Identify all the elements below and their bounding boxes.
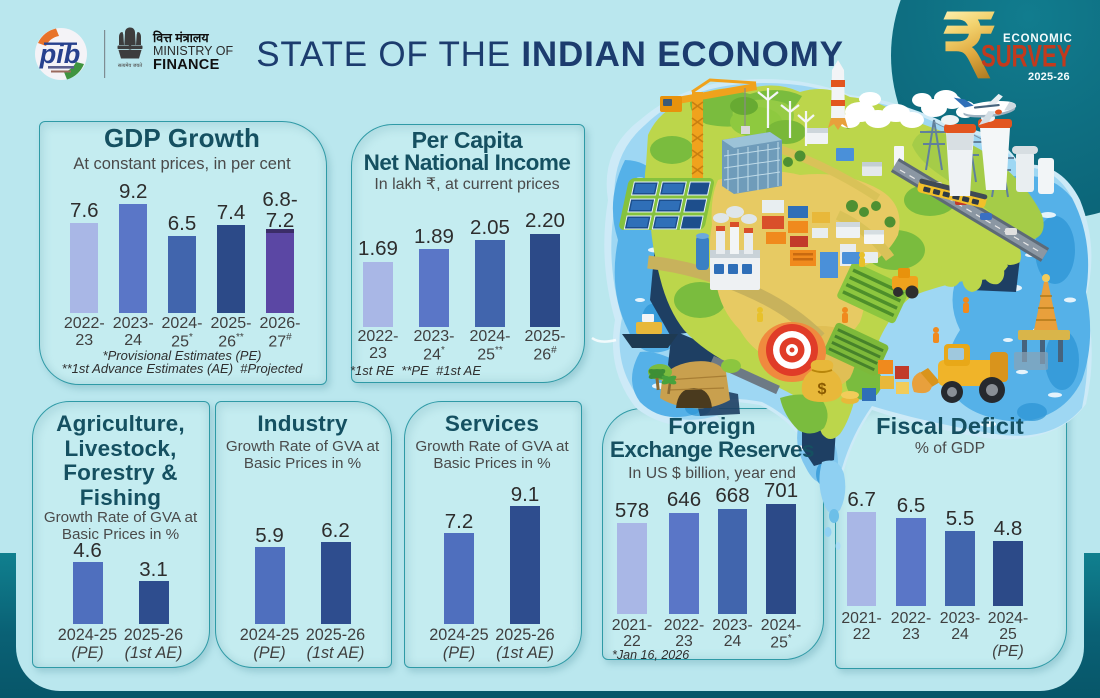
svg-text:$: $ xyxy=(818,381,827,398)
svg-text:सत्यमेव जयते: सत्यमेव जयते xyxy=(118,62,142,69)
